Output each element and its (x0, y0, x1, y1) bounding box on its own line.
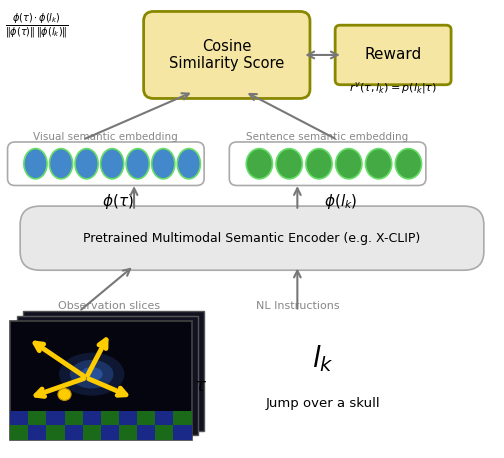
Bar (83, 425, 101, 440)
Ellipse shape (75, 149, 98, 179)
Text: $\phi(\tau)$: $\phi(\tau)$ (102, 192, 134, 211)
Text: $\tau$: $\tau$ (194, 377, 207, 395)
Ellipse shape (276, 149, 302, 179)
FancyBboxPatch shape (335, 25, 451, 85)
Ellipse shape (24, 149, 47, 179)
Bar (173, 425, 192, 440)
Bar (46, 411, 65, 425)
Ellipse shape (100, 149, 123, 179)
Bar (10, 321, 192, 440)
Bar (155, 411, 173, 425)
Ellipse shape (152, 149, 175, 179)
Text: Visual semantic embedding: Visual semantic embedding (33, 132, 178, 142)
Bar (46, 425, 65, 440)
Bar (101, 425, 119, 440)
Ellipse shape (365, 149, 392, 179)
Ellipse shape (70, 360, 113, 388)
Bar (10, 425, 28, 440)
Ellipse shape (336, 149, 362, 179)
Text: Pretrained Multimodal Semantic Encoder (e.g. X-CLIP): Pretrained Multimodal Semantic Encoder (… (83, 232, 421, 245)
Ellipse shape (395, 149, 421, 179)
Bar (28, 425, 46, 440)
Text: Cosine
Similarity Score: Cosine Similarity Score (169, 39, 284, 71)
Bar (137, 425, 155, 440)
Bar (101, 411, 119, 425)
Bar (65, 425, 83, 440)
Ellipse shape (59, 353, 124, 396)
Ellipse shape (49, 149, 73, 179)
Text: $r^v(\tau, l_k) = p(l_k|\tau)$: $r^v(\tau, l_k) = p(l_k|\tau)$ (349, 80, 437, 96)
Text: NL Instructions: NL Instructions (256, 301, 339, 311)
Ellipse shape (246, 149, 273, 179)
Bar (23, 311, 204, 431)
Text: $\frac{\phi(\tau)\cdot\phi(l_k)}{\|\phi(\tau)\|\,\|\phi(l_k)\|}$: $\frac{\phi(\tau)\cdot\phi(l_k)}{\|\phi(… (5, 11, 69, 40)
Text: $\phi(l_k)$: $\phi(l_k)$ (324, 192, 357, 211)
Bar (10, 411, 28, 425)
Bar (119, 411, 137, 425)
Bar (17, 316, 198, 435)
Bar (137, 411, 155, 425)
FancyBboxPatch shape (8, 142, 204, 185)
Bar (173, 411, 192, 425)
Text: Observation slices: Observation slices (58, 301, 160, 311)
Bar (28, 411, 46, 425)
Ellipse shape (177, 149, 201, 179)
FancyBboxPatch shape (229, 142, 426, 185)
Bar (155, 425, 173, 440)
Bar (65, 411, 83, 425)
Text: Reward: Reward (364, 48, 422, 62)
Ellipse shape (306, 149, 332, 179)
FancyBboxPatch shape (144, 11, 310, 98)
Text: Jump over a skull: Jump over a skull (265, 398, 380, 410)
Bar (119, 425, 137, 440)
Circle shape (58, 388, 71, 400)
Ellipse shape (126, 149, 149, 179)
Bar (83, 411, 101, 425)
Text: $l_k$: $l_k$ (312, 344, 333, 374)
Text: Sentence semantic embedding: Sentence semantic embedding (246, 132, 409, 142)
Ellipse shape (81, 367, 103, 382)
FancyBboxPatch shape (20, 206, 484, 270)
